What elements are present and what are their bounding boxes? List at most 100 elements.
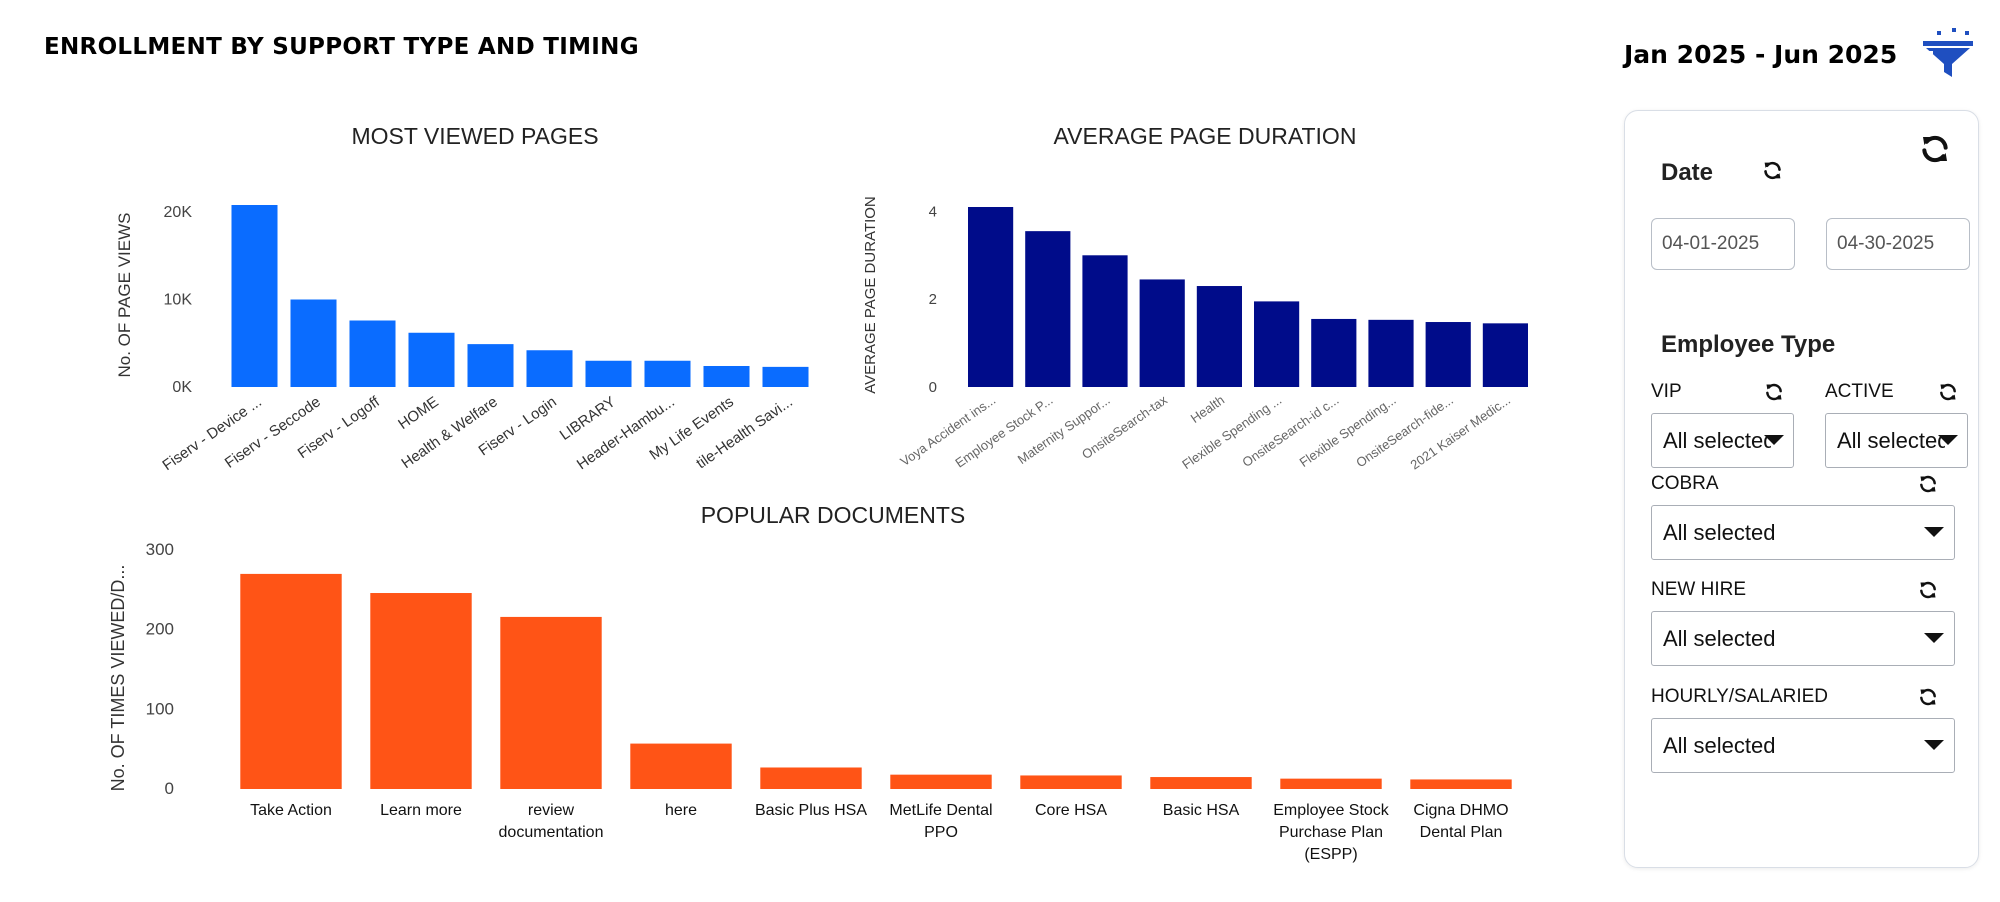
x-tick-label: OnsiteSearch-id c...: [1239, 392, 1341, 470]
y-tick-label: 0: [929, 379, 937, 396]
bar[interactable]: [1482, 323, 1528, 387]
bar[interactable]: [1280, 778, 1382, 789]
new-hire-dropdown-value: All selected: [1663, 626, 1776, 651]
date-reset-button[interactable]: [1762, 160, 1783, 181]
bar[interactable]: [1020, 775, 1122, 789]
most-viewed-pages-chart: MOST VIEWED PAGES No. OF PAGE VIEWS 0K 10K 2…: [115, 123, 809, 474]
x-tick-label: Basic Plus HSA: [755, 802, 867, 819]
bar[interactable]: [290, 299, 337, 388]
bar[interactable]: [1139, 279, 1185, 387]
x-tick-label: MetLife Dental PPO: [889, 802, 992, 841]
y-tick-label: 0K: [172, 379, 192, 396]
filter-panel: Date Employee Type VIP ACTIVE All select…: [1624, 110, 1979, 868]
bar[interactable]: [526, 350, 573, 387]
active-reset-button[interactable]: [1938, 382, 1958, 402]
bar[interactable]: [1025, 231, 1071, 387]
x-tick-label: Employee Stock P...: [952, 392, 1055, 470]
bar[interactable]: [968, 207, 1014, 387]
y-tick-label: 0: [165, 779, 174, 798]
bar[interactable]: [1196, 286, 1242, 387]
chart-title: POPULAR DOCUMENTS: [701, 502, 966, 528]
bar[interactable]: [231, 205, 278, 387]
hourly-salaried-dropdown[interactable]: All selected: [1651, 718, 1955, 773]
start-date-input[interactable]: [1651, 218, 1795, 270]
chevron-down-icon: [1924, 527, 1944, 537]
new-hire-label: NEW HIRE: [1651, 579, 1746, 600]
bar[interactable]: [1311, 318, 1357, 387]
new-hire-dropdown[interactable]: All selected: [1651, 611, 1955, 666]
y-tick-label: 100: [146, 699, 174, 718]
popular-documents-chart: POPULAR DOCUMENTS No. OF TIMES VIEWED/D..…: [108, 502, 1512, 863]
chevron-down-icon: [1924, 740, 1944, 750]
vip-label: VIP: [1651, 381, 1682, 402]
chevron-down-icon: [1924, 633, 1944, 643]
hourly-salaried-label: HOURLY/SALARIED: [1651, 686, 1829, 707]
bar[interactable]: [408, 332, 455, 387]
x-tick-label: Core HSA: [1035, 802, 1107, 819]
vip-reset-button[interactable]: [1764, 382, 1784, 402]
bar[interactable]: [349, 320, 396, 388]
chart-title: MOST VIEWED PAGES: [351, 123, 598, 149]
x-tick-label: 2021 Kaiser Medic...: [1407, 392, 1513, 472]
bar[interactable]: [467, 344, 514, 387]
x-tick-label: Basic HSA: [1163, 802, 1240, 819]
refresh-icon: [1920, 688, 1936, 706]
refresh-icon: [1766, 383, 1782, 401]
cobra-reset-button[interactable]: [1918, 474, 1938, 494]
x-tick-label: OnsiteSearch-fide...: [1353, 392, 1456, 470]
bar[interactable]: [1150, 777, 1252, 789]
bar[interactable]: [1368, 319, 1414, 387]
x-tick-label: review documentation: [499, 802, 604, 841]
new-hire-reset-button[interactable]: [1918, 580, 1938, 600]
x-tick-label: Learn more: [380, 802, 462, 819]
y-tick-label: 300: [146, 540, 174, 559]
chart-title: AVERAGE PAGE DURATION: [1054, 123, 1357, 149]
y-tick-label: 200: [146, 620, 174, 639]
employee-type-heading: Employee Type: [1661, 331, 1836, 358]
x-tick-label: Cigna DHMO Dental Plan: [1413, 802, 1508, 841]
hourly-salaried-reset-button[interactable]: [1918, 687, 1938, 707]
bar[interactable]: [1425, 322, 1471, 387]
refresh-icon: [1920, 581, 1936, 599]
x-tick-label: Fiserv - Device ...: [159, 393, 264, 474]
active-dropdown-value: All selected: [1837, 428, 1945, 453]
bar[interactable]: [500, 616, 602, 789]
bar[interactable]: [1254, 301, 1300, 387]
end-date-input[interactable]: [1826, 218, 1970, 270]
refresh-all-filters-button[interactable]: [1919, 133, 1951, 165]
bar[interactable]: [240, 573, 342, 789]
x-tick-label: Flexible Spending ...: [1179, 392, 1284, 472]
y-axis-label: No. OF TIMES VIEWED/D...: [108, 565, 128, 792]
bar[interactable]: [644, 360, 691, 387]
bar[interactable]: [760, 767, 862, 789]
bar[interactable]: [703, 366, 750, 387]
bar[interactable]: [762, 366, 809, 387]
date-filter-heading: Date: [1661, 159, 1714, 186]
x-tick-label: Voya Accident ins...: [897, 392, 998, 469]
bar[interactable]: [1082, 255, 1128, 387]
refresh-icon: [1940, 383, 1956, 401]
cobra-dropdown[interactable]: All selected: [1651, 505, 1955, 560]
refresh-icon: [1764, 161, 1781, 180]
active-dropdown[interactable]: All selected: [1825, 413, 1968, 468]
bar[interactable]: [890, 774, 992, 789]
cobra-label: COBRA: [1651, 473, 1719, 494]
average-page-duration-chart: AVERAGE PAGE DURATION AVERAGE PAGE DURATI…: [862, 123, 1528, 472]
date-range: Jan 2025 - Jun 2025: [1624, 40, 1898, 69]
vip-dropdown[interactable]: All selected: [1651, 413, 1794, 468]
bar[interactable]: [1410, 779, 1512, 789]
y-tick-label: 10K: [164, 292, 193, 309]
y-axis-label: No. OF PAGE VIEWS: [115, 213, 134, 378]
cobra-dropdown-value: All selected: [1663, 520, 1776, 545]
bar[interactable]: [630, 743, 732, 789]
bar[interactable]: [370, 593, 472, 789]
y-tick-label: 4: [929, 203, 937, 220]
page-title: ENROLLMENT BY SUPPORT TYPE AND TIMING: [44, 34, 639, 60]
bar[interactable]: [585, 360, 632, 387]
x-tick-label: Take Action: [250, 802, 332, 819]
vip-dropdown-value: All selected: [1663, 428, 1771, 453]
filter-toggle-button[interactable]: [1920, 28, 1976, 80]
y-axis-label: AVERAGE PAGE DURATION: [862, 196, 879, 394]
x-tick-label: Employee Stock Purchase Plan (ESPP): [1273, 802, 1390, 863]
y-tick-label: 2: [929, 291, 937, 308]
